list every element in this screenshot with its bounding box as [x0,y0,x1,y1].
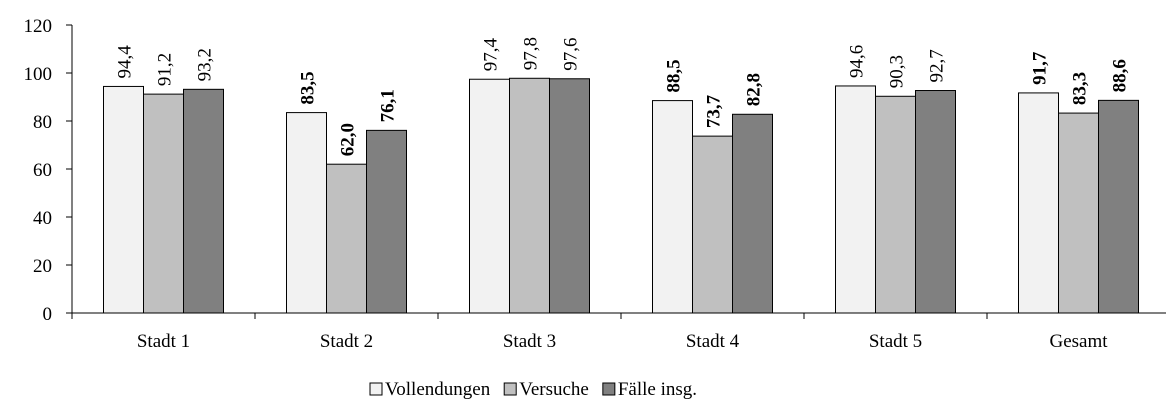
value-label: 88,5 [664,59,685,92]
x-tick-label: Stadt 2 [320,331,373,352]
bar [652,100,693,314]
legend-swatch [503,382,517,396]
y-tick-label: 0 [43,304,53,325]
bar [143,93,184,314]
bar [875,95,916,314]
value-label: 92,7 [927,49,948,82]
legend-label: Versuche [519,379,589,400]
value-label: 88,6 [1110,59,1131,92]
x-tick-label: Stadt 4 [686,331,740,352]
value-label: 76,1 [378,89,399,122]
legend-label: Vollendungen [385,379,491,400]
bar [549,78,590,314]
value-label: 97,6 [561,38,582,71]
bar [286,112,327,314]
bar [1018,92,1059,314]
value-label: 93,2 [195,48,216,81]
bar [326,163,367,314]
value-label: 91,7 [1030,51,1051,85]
y-tick-label: 40 [33,208,52,229]
value-label: 97,8 [521,37,542,70]
x-tick-label: Gesamt [1049,331,1108,352]
value-label: 62,0 [338,123,359,156]
value-label: 83,5 [298,71,319,104]
bar [1058,112,1099,314]
value-label: 83,3 [1070,72,1091,105]
bar [732,113,773,314]
value-label: 90,3 [887,55,908,88]
x-tick-label: Stadt 5 [869,331,922,352]
bar [366,129,407,314]
y-tick-label: 120 [24,16,53,37]
y-tick-label: 80 [33,112,52,133]
bar [103,85,144,314]
bar [835,85,876,314]
value-label: 82,8 [744,73,765,106]
bar [469,78,510,314]
x-tick-label: Stadt 3 [503,331,556,352]
legend-swatch [602,382,616,396]
x-tick-label: Stadt 1 [137,331,190,352]
y-tick-label: 60 [33,160,52,181]
legend-label: Fälle insg. [618,379,697,400]
value-label: 91,2 [155,53,176,86]
value-label: 94,4 [115,45,136,79]
legend-swatch [369,382,383,396]
bar [509,77,550,314]
bar [915,90,956,314]
value-label: 73,7 [704,94,725,128]
bar [1098,99,1139,314]
bar [183,88,224,314]
value-label: 94,6 [847,45,868,78]
y-tick-label: 100 [24,64,53,85]
bar [692,135,733,314]
value-label: 97,4 [481,37,502,71]
y-tick-label: 20 [33,256,52,277]
